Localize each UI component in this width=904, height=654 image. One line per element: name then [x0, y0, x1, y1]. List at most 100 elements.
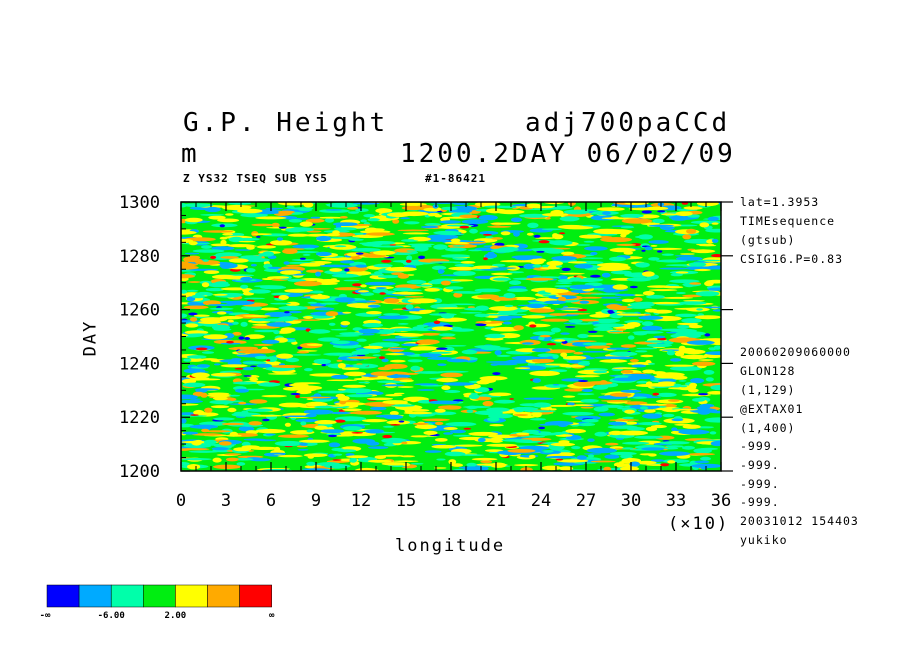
heatmap-cell — [694, 268, 711, 272]
heatmap-cell — [444, 241, 469, 244]
heatmap-cell — [393, 392, 405, 395]
heatmap-cell — [468, 393, 480, 400]
heatmap-cell — [699, 447, 719, 450]
heatmap-cell — [533, 234, 541, 238]
heatmap-cell — [386, 420, 411, 425]
heatmap-cell — [360, 219, 368, 223]
heatmap-cell — [452, 399, 464, 402]
heatmap-cell — [215, 252, 242, 258]
heatmap-cell — [412, 422, 429, 425]
heatmap-cell — [334, 297, 356, 303]
heatmap-cell — [555, 295, 563, 298]
heatmap-cell — [315, 271, 322, 277]
heatmap-cell — [255, 236, 261, 238]
heatmap-cell — [675, 271, 689, 274]
heatmap-cell — [374, 455, 387, 459]
heatmap-cell — [604, 454, 620, 459]
heatmap-cell — [258, 382, 281, 387]
heatmap-cell — [507, 449, 536, 453]
heatmap-cell — [674, 255, 695, 257]
heatmap-cell — [341, 367, 360, 371]
heatmap-cell — [427, 357, 456, 360]
heatmap-cell — [644, 340, 671, 343]
heatmap-cell — [211, 246, 235, 251]
heatmap-cell — [354, 300, 377, 303]
heatmap-cell — [442, 382, 475, 386]
heatmap-cell — [299, 257, 306, 260]
heatmap-cell — [434, 421, 444, 426]
heatmap-cell — [531, 358, 555, 363]
heatmap-cell — [278, 402, 306, 408]
heatmap-cell — [181, 458, 212, 461]
heatmap-cell — [603, 466, 612, 471]
heatmap-cell — [233, 447, 252, 452]
heatmap-cell — [577, 333, 589, 339]
heatmap-cell — [641, 447, 665, 451]
heatmap-cell — [657, 210, 666, 213]
heatmap-cell — [641, 210, 652, 214]
heatmap-cell — [245, 268, 256, 273]
heatmap-cell — [550, 442, 576, 447]
heatmap-cell — [324, 464, 351, 469]
heatmap-cell — [713, 345, 721, 350]
heatmap-cell — [461, 349, 478, 355]
heatmap-cell — [448, 459, 457, 465]
heatmap-cell — [187, 464, 201, 470]
heatmap-cell — [446, 224, 474, 227]
heatmap-cell — [407, 243, 435, 246]
heatmap-cell — [379, 292, 386, 295]
heatmap-cell — [652, 218, 665, 224]
heatmap-cell — [465, 241, 487, 244]
heatmap-cell — [601, 217, 630, 220]
heatmap-cell — [544, 349, 576, 354]
heatmap-cell — [494, 350, 502, 356]
heatmap-cell — [182, 431, 199, 435]
y-tick-label: 1240 — [119, 354, 160, 374]
heatmap-cell — [642, 369, 656, 374]
heatmap-cell — [347, 206, 359, 210]
heatmap-cell — [242, 315, 271, 317]
heatmap-cell — [525, 277, 554, 281]
heatmap-cell — [405, 259, 412, 263]
heatmap-cell — [629, 285, 638, 289]
heatmap-cell — [450, 291, 477, 294]
heatmap-cell — [250, 365, 257, 368]
heatmap-cell — [565, 428, 586, 434]
heatmap-cell — [536, 250, 545, 253]
heatmap-cell — [375, 287, 387, 290]
heatmap-cell — [629, 461, 640, 467]
heatmap-cell — [567, 202, 576, 206]
side-info-9: (1,400) — [740, 421, 796, 435]
side-info-3: (gtsub) — [740, 233, 796, 247]
heatmap-cell — [500, 231, 511, 236]
heatmap-cell — [683, 300, 705, 302]
heatmap-cell — [250, 263, 257, 267]
heatmap-cell — [627, 335, 635, 340]
heatmap-cell — [529, 324, 537, 328]
heatmap-cell — [423, 430, 438, 435]
heatmap-cell — [266, 322, 292, 327]
heatmap-cell — [424, 450, 442, 453]
heatmap-cell — [659, 267, 690, 270]
heatmap-cell — [608, 305, 634, 310]
heatmap-cell — [367, 218, 380, 222]
heatmap-cell — [616, 243, 637, 246]
heatmap-cell — [602, 287, 616, 293]
heatmap-cell — [192, 249, 225, 253]
variable-name: adj700paCCd — [525, 108, 731, 138]
heatmap-cell — [476, 380, 491, 385]
heatmap-cell — [503, 292, 516, 299]
heatmap-cell — [195, 260, 221, 265]
heatmap-cell — [334, 419, 346, 423]
heatmap-cell — [580, 399, 599, 403]
heatmap-cell — [702, 338, 721, 341]
heatmap-cell — [292, 244, 320, 249]
heatmap-cell — [346, 394, 373, 398]
heatmap-cell — [306, 461, 316, 466]
heatmap-cell — [307, 455, 314, 459]
heatmap-cell — [235, 388, 249, 393]
heatmap-cell — [319, 264, 350, 268]
heatmap-cell — [490, 363, 518, 366]
heatmap-cell — [224, 453, 242, 456]
heatmap-cell — [181, 203, 214, 208]
